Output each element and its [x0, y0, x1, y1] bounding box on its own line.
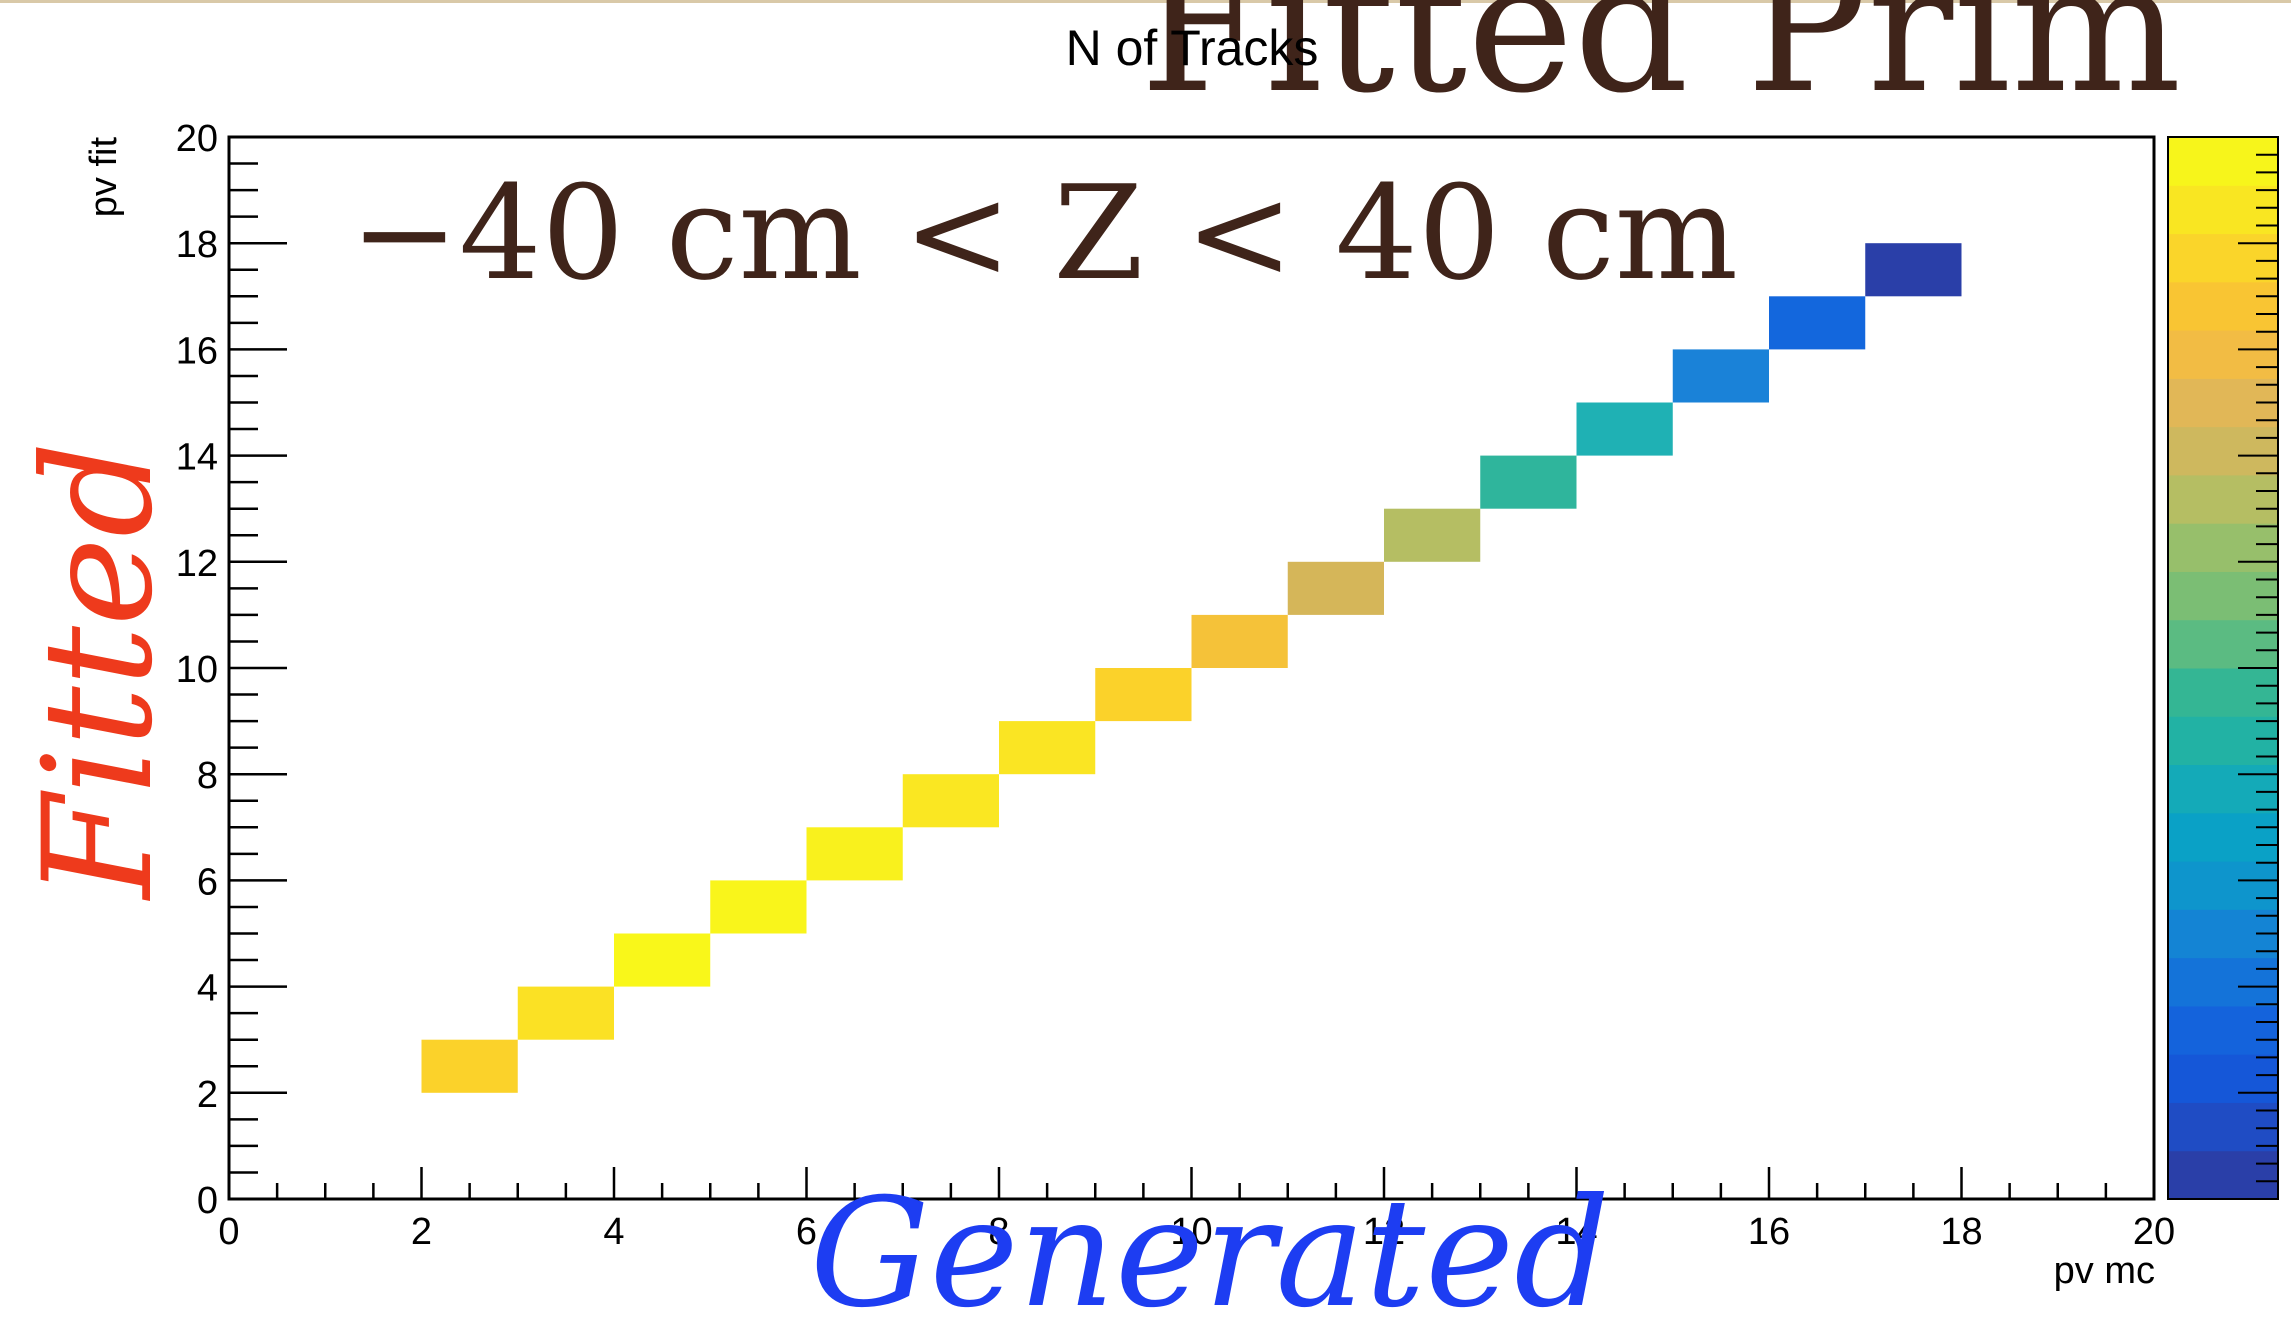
y-tick-label: 18: [176, 224, 218, 266]
heatmap-cell: [1769, 296, 1866, 350]
generated-annotation: Generated: [810, 1167, 1610, 1318]
colorbar-segment: [2168, 233, 2278, 283]
colorbar: [2167, 136, 2279, 1200]
x-tick-label: 20: [2133, 1211, 2175, 1253]
y-axis-label: pv fit: [83, 137, 125, 218]
x-tick-label: 0: [218, 1211, 239, 1253]
colorbar-segment: [2168, 185, 2278, 235]
overlay-title-text: Fitted Prim: [1140, 0, 2182, 133]
y-tick-label: 0: [197, 1180, 218, 1222]
colorbar-segment: [2168, 137, 2278, 186]
colorbar-segment: [2168, 1005, 2278, 1055]
x-tick-label: 6: [796, 1211, 817, 1253]
top-border: [0, 0, 2291, 3]
x-tick-label: 10: [1170, 1211, 1212, 1253]
colorbar-segment: [2168, 861, 2278, 910]
heatmap-cell: [1480, 455, 1577, 509]
y-axis-tick-labels: 0 2 4 6 8 10 12 14 16 18 20: [176, 118, 218, 1222]
y-tick-label: 10: [176, 649, 218, 691]
fitted-annotation: Fitted: [12, 441, 186, 901]
colorbar-segment: [2168, 426, 2278, 476]
colorbar-segment: [2168, 716, 2278, 766]
y-tick-label: 8: [197, 755, 218, 797]
colorbar-segment: [2168, 474, 2278, 524]
colorbar-segment: [2168, 281, 2278, 331]
x-tick-label: 8: [988, 1211, 1009, 1253]
y-tick-label: 12: [176, 543, 218, 585]
x-tick-label: 18: [1940, 1211, 1982, 1253]
x-tick-label: 16: [1748, 1211, 1790, 1253]
colorbar-segment: [2168, 957, 2278, 1007]
y-tick-label: 14: [176, 437, 218, 479]
heatmap-cell: [614, 933, 711, 987]
heatmap-cell: [517, 986, 614, 1040]
y-tick-label: 20: [176, 118, 218, 160]
colorbar-segment: [2168, 619, 2278, 669]
x-tick-label: 14: [1555, 1211, 1597, 1253]
y-tick-label: 6: [197, 861, 218, 903]
heatmap-cell: [1576, 402, 1673, 456]
colorbar-segment: [2168, 812, 2278, 862]
x-axis-ticks: [227, 1167, 2156, 1199]
x-tick-label: 4: [603, 1211, 624, 1253]
heatmap-cell: [902, 774, 999, 828]
heatmap-cell: [1095, 668, 1192, 722]
heatmap-cell: [806, 827, 903, 881]
y-tick-label: 4: [197, 968, 218, 1010]
colorbar-segment: [2168, 764, 2278, 814]
chart-title: N of Tracks: [1066, 20, 1319, 76]
y-tick-label: 2: [197, 1074, 218, 1116]
colorbar-segment: [2168, 523, 2278, 572]
heatmap-cell: [1865, 243, 1962, 297]
heatmap-cell: [1384, 508, 1481, 562]
heatmap-cells: [421, 243, 1962, 1093]
heatmap-cell: [999, 721, 1096, 775]
range-annotation: −40 cm < Z < 40 cm: [350, 157, 1738, 309]
y-tick-label: 16: [176, 330, 218, 372]
heatmap-cell: [1191, 614, 1288, 668]
heatmap-cell: [421, 1039, 518, 1093]
x-tick-label: 12: [1363, 1211, 1405, 1253]
heatmap-cell: [1672, 349, 1769, 403]
heatmap-cell: [1287, 561, 1384, 615]
x-tick-label: 2: [411, 1211, 432, 1253]
colorbar-segment: [2168, 1150, 2278, 1200]
colorbar-segment: [2168, 330, 2278, 379]
colorbar-segment: [2168, 668, 2278, 717]
x-axis-label: pv mc: [2054, 1250, 2155, 1292]
colorbar-segment: [2168, 1054, 2278, 1103]
heatmap-cell: [710, 880, 807, 934]
y-axis-ticks: [229, 135, 287, 1201]
x-axis-tick-labels: 0 2 4 6 8 10 12 14 16 18 20: [218, 1211, 2175, 1253]
